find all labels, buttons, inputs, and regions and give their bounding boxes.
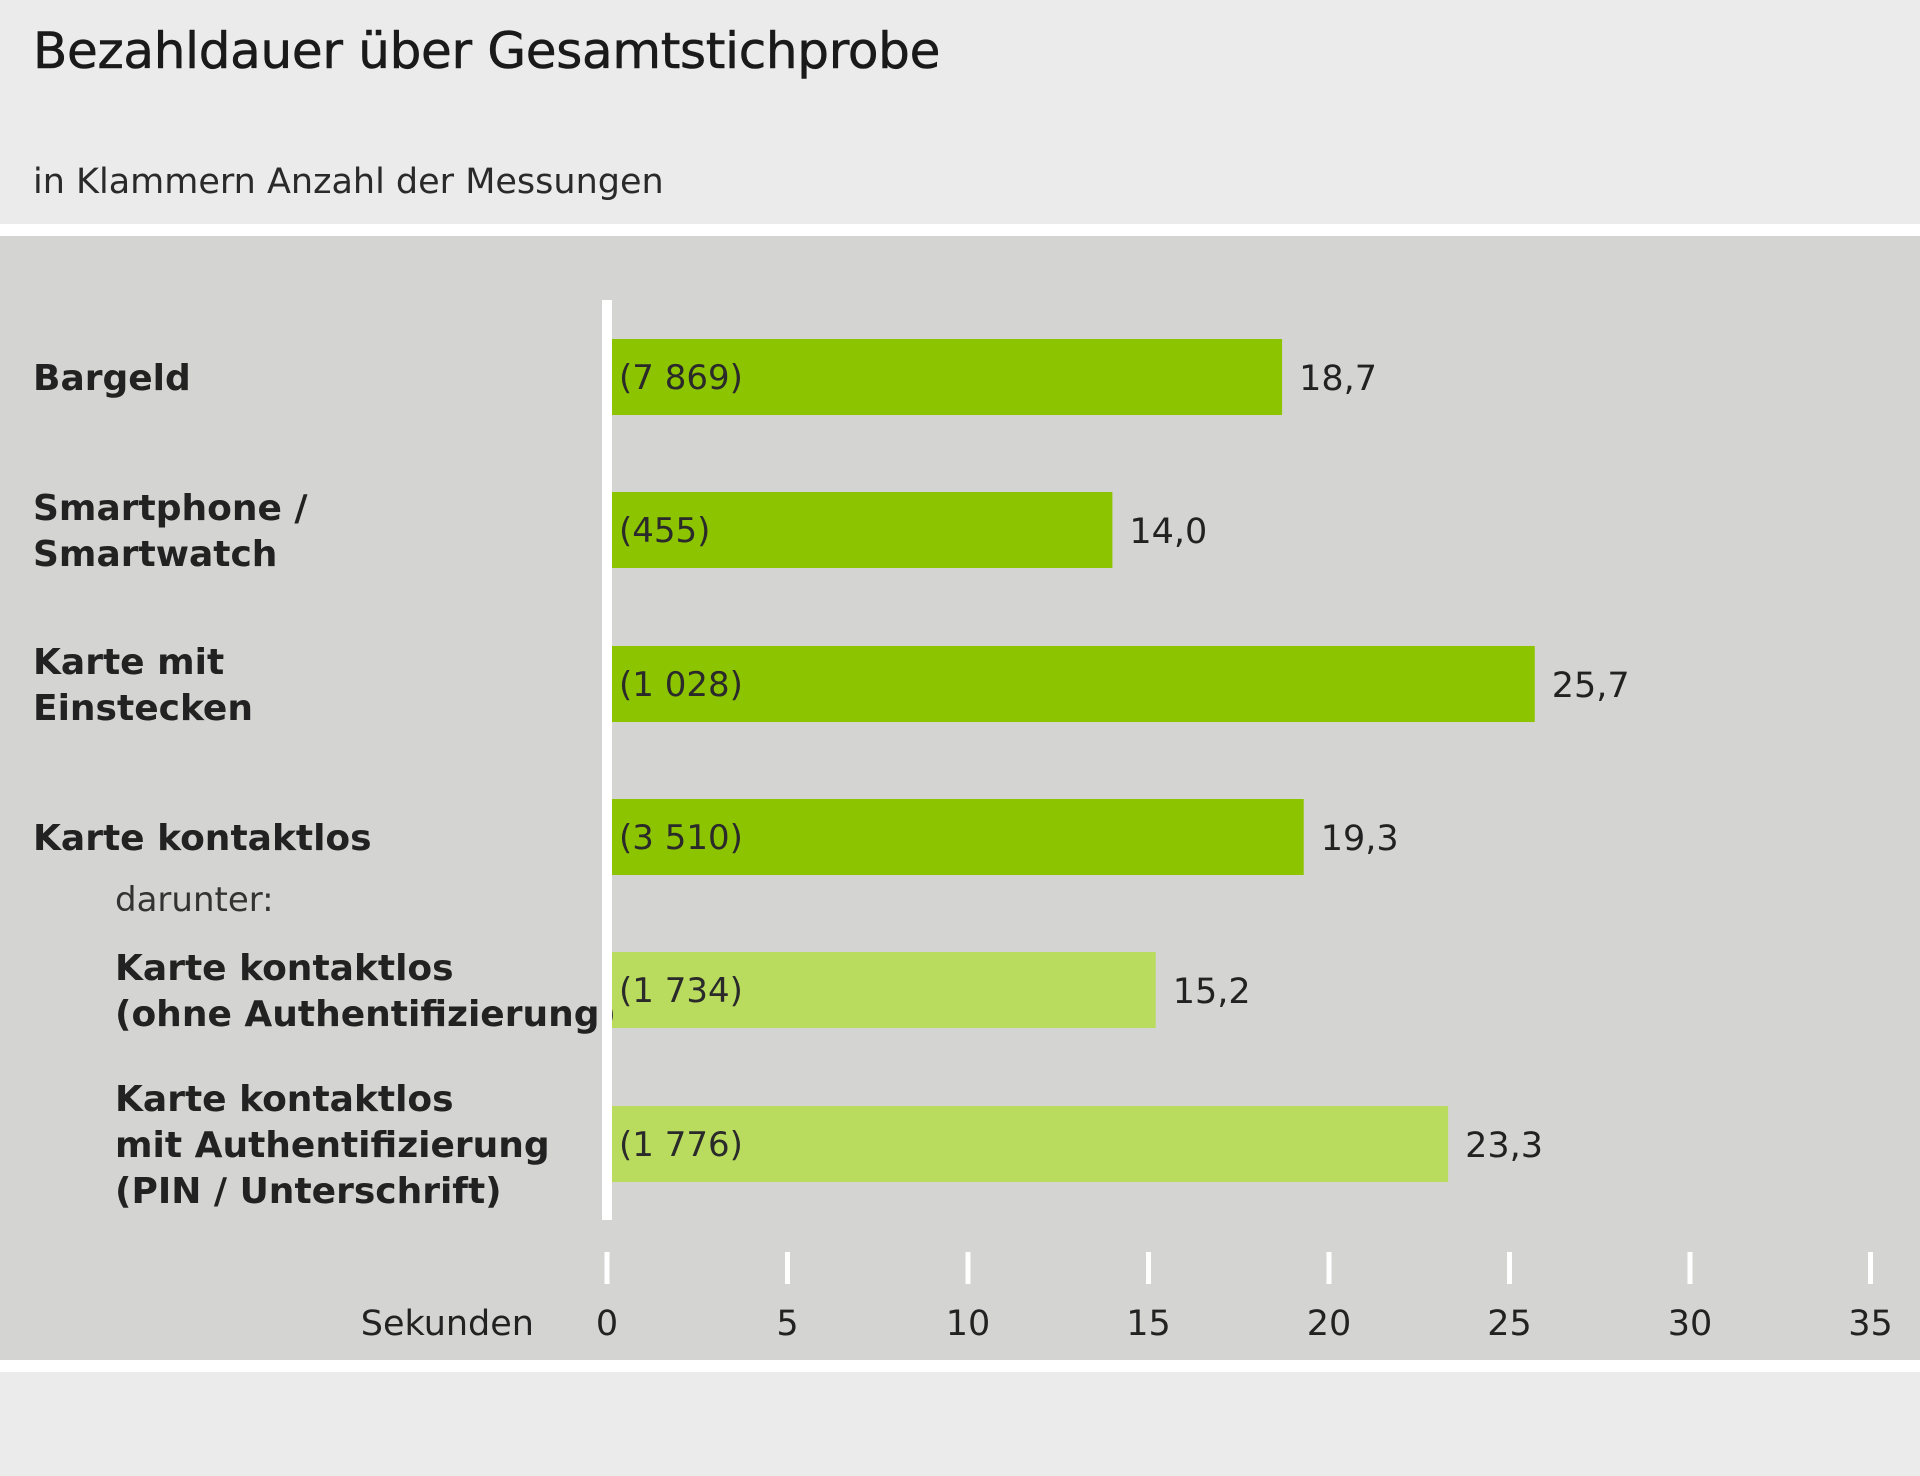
x-tick-mark xyxy=(1507,1252,1512,1284)
category-label: Karte mit Einstecken xyxy=(33,642,253,729)
bar-value-label: 14,0 xyxy=(1129,512,1207,552)
x-tick-label: 0 xyxy=(596,1304,618,1344)
x-tick-label: 25 xyxy=(1487,1304,1532,1344)
bar-sample-size-label: (7 869) xyxy=(619,358,743,398)
bar-sample-size-label: (1 028) xyxy=(619,665,743,705)
category-label: Bargeld xyxy=(33,358,191,399)
bar-value-label: 25,7 xyxy=(1552,666,1630,706)
category-label-line: (ohne Authentifizierung) xyxy=(115,994,616,1035)
chart-title: Bezahldauer über Gesamtstichprobe xyxy=(33,22,941,81)
bar-value-label: 15,2 xyxy=(1173,972,1251,1012)
bar xyxy=(607,799,1304,875)
category-label: Karte kontaktlos (ohne Authentifizierung) xyxy=(115,948,616,1035)
category-label-line: Bargeld xyxy=(33,358,191,399)
category-note: darunter: xyxy=(115,880,274,920)
x-tick-label: 30 xyxy=(1668,1304,1713,1344)
bars-layer: (7 869) 18,7 (455) 14,0 (1 028) 25,7 (3 510) 19… xyxy=(607,339,1630,1182)
category-label-line: Smartwatch xyxy=(33,534,277,575)
bar-sample-size-label: (1 734) xyxy=(619,971,743,1011)
category-label: Smartphone / Smartwatch xyxy=(33,488,308,575)
bottom-separator xyxy=(0,1360,1920,1372)
x-tick-label: 20 xyxy=(1307,1304,1352,1344)
x-axis-layer: 0 5 10 15 20 25 30 35 Sekunden xyxy=(361,300,1893,1344)
top-separator xyxy=(0,224,1920,236)
category-label-line: Smartphone / xyxy=(33,488,308,529)
category-label-line: mit Authentifizierung xyxy=(115,1125,550,1166)
x-tick-mark xyxy=(785,1252,790,1284)
bar-value-label: 19,3 xyxy=(1321,819,1399,859)
x-tick-mark xyxy=(1326,1252,1332,1284)
x-tick-mark xyxy=(604,1252,610,1284)
x-tick-label: 10 xyxy=(946,1304,991,1344)
bar xyxy=(607,646,1535,722)
x-tick-label: 5 xyxy=(776,1304,798,1344)
x-tick-mark xyxy=(1146,1252,1151,1284)
chart-subtitle: in Klammern Anzahl der Messungen xyxy=(33,162,664,202)
y-axis-line xyxy=(602,300,612,1220)
bar-sample-size-label: (455) xyxy=(619,511,710,551)
bar xyxy=(607,952,1156,1028)
category-label-line: Karte kontaktlos xyxy=(115,1079,454,1120)
chart-header: Bezahldauer über Gesamtstichprobe in Kla… xyxy=(0,0,1920,224)
category-labels-layer: Bargeld Smartphone / Smartwatch Karte mit Ei… xyxy=(33,358,616,1212)
bar-value-label: 23,3 xyxy=(1465,1126,1543,1166)
x-tick-mark xyxy=(1868,1252,1873,1284)
category-label-line: Karte kontaktlos xyxy=(115,948,454,989)
category-label: Karte kontaktlos xyxy=(33,818,372,859)
bar xyxy=(607,492,1113,568)
x-tick-label: 15 xyxy=(1126,1304,1171,1344)
bar-sample-size-label: (3 510) xyxy=(619,818,743,858)
x-axis-label: Sekunden xyxy=(361,1304,534,1344)
x-tick-mark xyxy=(1687,1252,1693,1284)
bar-sample-size-label: (1 776) xyxy=(619,1125,743,1165)
x-tick-mark xyxy=(965,1252,971,1284)
bar xyxy=(607,1106,1449,1182)
bar-value-label: 18,7 xyxy=(1299,359,1377,399)
category-label-line: Karte mit xyxy=(33,642,224,683)
x-tick-label: 35 xyxy=(1848,1304,1893,1344)
category-label-line: Einstecken xyxy=(33,688,253,729)
category-label: Karte kontaktlos mit Authentifizierung (PI… xyxy=(115,1079,550,1212)
category-label-line: (PIN / Unterschrift) xyxy=(115,1171,502,1212)
category-label-line: Karte kontaktlos xyxy=(33,818,372,859)
chart-footer xyxy=(0,1372,1920,1476)
bar xyxy=(607,339,1283,415)
